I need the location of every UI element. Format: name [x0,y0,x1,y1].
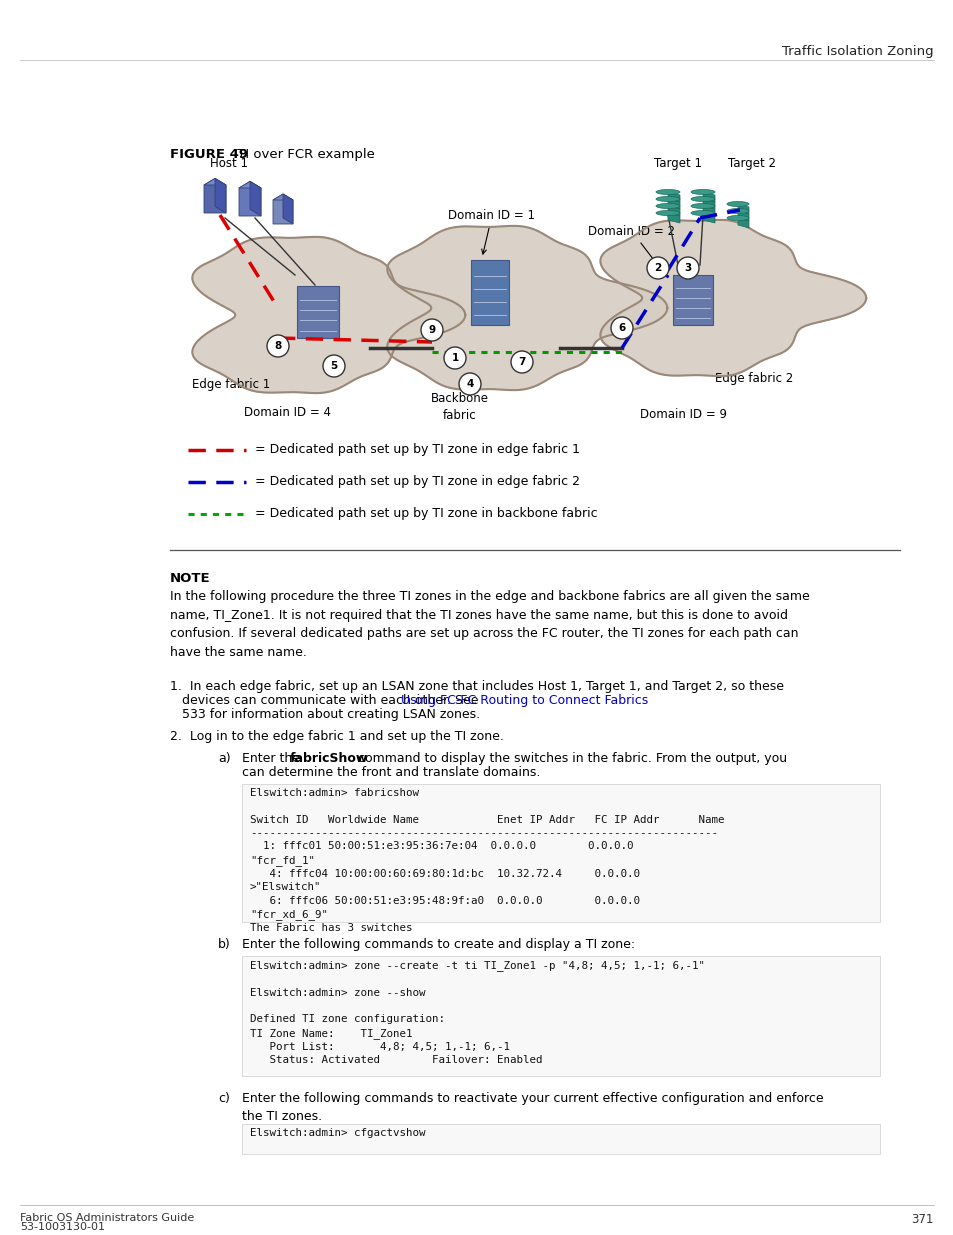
Text: Elswitch:admin> zone --create -t ti TI_Zone1 -p "4,8; 4,5; 1,-1; 6,-1"

Elswitch: Elswitch:admin> zone --create -t ti TI_Z… [250,960,704,1066]
Circle shape [267,335,289,357]
Polygon shape [667,199,679,209]
Ellipse shape [690,210,714,215]
Ellipse shape [726,201,748,206]
Ellipse shape [726,209,748,214]
Polygon shape [283,194,293,224]
Polygon shape [667,206,679,216]
Text: Elswitch:admin> cfgactvshow: Elswitch:admin> cfgactvshow [250,1128,425,1137]
Circle shape [677,257,699,279]
Text: devices can communicate with each other. See: devices can communicate with each other.… [182,694,482,706]
Text: command to display the switches in the fabric. From the output, you: command to display the switches in the f… [354,752,786,764]
Text: Traffic Isolation Zoning: Traffic Isolation Zoning [781,44,933,58]
Text: 533 for information about creating LSAN zones.: 533 for information about creating LSAN … [182,708,479,721]
Polygon shape [702,191,714,203]
Text: Enter the following commands to create and display a TI zone:: Enter the following commands to create a… [242,939,635,951]
Text: Edge fabric 1: Edge fabric 1 [192,378,270,391]
Ellipse shape [690,204,714,209]
Text: = Dedicated path set up by TI zone in backbone fabric: = Dedicated path set up by TI zone in ba… [251,508,597,520]
Bar [242,784,879,923]
Circle shape [511,351,533,373]
Text: a): a) [218,752,231,764]
Ellipse shape [656,196,679,201]
Text: Target 2: Target 2 [727,157,775,170]
Polygon shape [667,191,679,203]
Text: Backbone
fabric: Backbone fabric [431,391,489,422]
Circle shape [646,257,668,279]
Bar [672,275,712,325]
Bar [471,259,509,325]
Text: In the following procedure the three TI zones in the edge and backbone fabrics a: In the following procedure the three TI … [170,590,809,658]
Ellipse shape [656,204,679,209]
Text: Domain ID = 4: Domain ID = 4 [244,406,331,419]
Polygon shape [702,212,714,224]
Bar [296,287,338,338]
Text: 9: 9 [428,325,436,335]
Text: 1.  In each edge fabric, set up an LSAN zone that includes Host 1, Target 1, and: 1. In each edge fabric, set up an LSAN z… [170,680,783,693]
Text: 4: 4 [466,379,474,389]
Text: Target 1: Target 1 [654,157,701,170]
Text: Edge fabric 2: Edge fabric 2 [714,372,792,385]
Text: 8: 8 [274,341,281,351]
Text: 53-1003130-01: 53-1003130-01 [20,1221,105,1233]
Polygon shape [214,178,226,212]
Polygon shape [250,182,261,216]
Text: Using FC-FC Routing to Connect Fabrics: Using FC-FC Routing to Connect Fabrics [400,694,648,706]
Ellipse shape [690,196,714,201]
Ellipse shape [726,215,748,221]
Circle shape [458,373,480,395]
Text: = Dedicated path set up by TI zone in edge fabric 2: = Dedicated path set up by TI zone in ed… [251,475,579,489]
Text: FIGURE 49: FIGURE 49 [170,148,248,161]
Text: Domain ID = 9: Domain ID = 9 [639,408,726,421]
Text: 5: 5 [330,361,337,370]
Text: Enter the following commands to reactivate your current effective configuration : Enter the following commands to reactiva… [242,1092,822,1124]
Text: Domain ID = 2: Domain ID = 2 [588,225,675,264]
Polygon shape [204,178,226,185]
Text: NOTE: NOTE [170,572,211,585]
Text: 6: 6 [618,324,625,333]
Polygon shape [702,206,714,216]
Polygon shape [738,219,748,228]
Text: Elswitch:admin> fabricshow

Switch ID   Worldwide Name            Enet IP Addr  : Elswitch:admin> fabricshow Switch ID Wor… [250,788,723,934]
Polygon shape [387,226,666,390]
Text: 3: 3 [683,263,691,273]
Polygon shape [738,211,748,221]
Ellipse shape [690,189,714,194]
Text: fabricShow: fabricShow [290,752,368,764]
Circle shape [610,317,633,338]
Text: = Dedicated path set up by TI zone in edge fabric 1: = Dedicated path set up by TI zone in ed… [251,443,579,457]
Polygon shape [599,220,865,377]
Circle shape [443,347,465,369]
Text: TI over FCR example: TI over FCR example [233,148,375,161]
Polygon shape [204,178,226,212]
Polygon shape [239,182,261,188]
Ellipse shape [656,210,679,215]
Polygon shape [273,194,293,200]
Text: 7: 7 [517,357,525,367]
Text: can determine the front and translate domains.: can determine the front and translate do… [242,766,539,779]
Polygon shape [193,237,465,393]
Bar [242,956,879,1076]
Polygon shape [738,204,748,214]
Polygon shape [702,199,714,209]
Text: 2: 2 [654,263,661,273]
Polygon shape [667,212,679,224]
Text: c): c) [218,1092,230,1105]
Circle shape [323,354,345,377]
Text: 2.  Log in to the edge fabric 1 and set up the TI zone.: 2. Log in to the edge fabric 1 and set u… [170,730,503,743]
Text: Enter the: Enter the [242,752,304,764]
Bar [242,1124,879,1153]
Ellipse shape [656,189,679,194]
Polygon shape [239,182,261,216]
Text: b): b) [218,939,231,951]
Polygon shape [273,194,293,224]
Text: Domain ID = 1: Domain ID = 1 [448,209,535,254]
Text: Fabric OS Administrators Guide: Fabric OS Administrators Guide [20,1213,194,1223]
Text: 371: 371 [911,1213,933,1226]
Text: Host 1: Host 1 [210,157,248,170]
Text: 1: 1 [451,353,458,363]
Circle shape [420,319,442,341]
